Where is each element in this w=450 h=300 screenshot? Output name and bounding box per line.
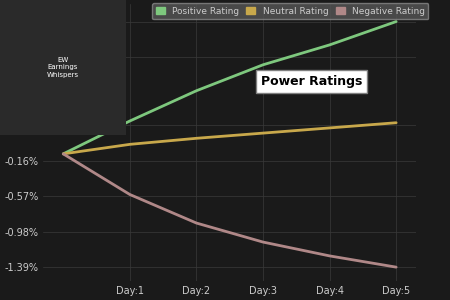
Legend: Positive Rating, Neutral Rating, Negative Rating: Positive Rating, Neutral Rating, Negativ… bbox=[152, 3, 428, 20]
Text: Power Ratings: Power Ratings bbox=[261, 75, 362, 88]
Text: EW
Earnings
Whispers: EW Earnings Whispers bbox=[47, 58, 79, 77]
